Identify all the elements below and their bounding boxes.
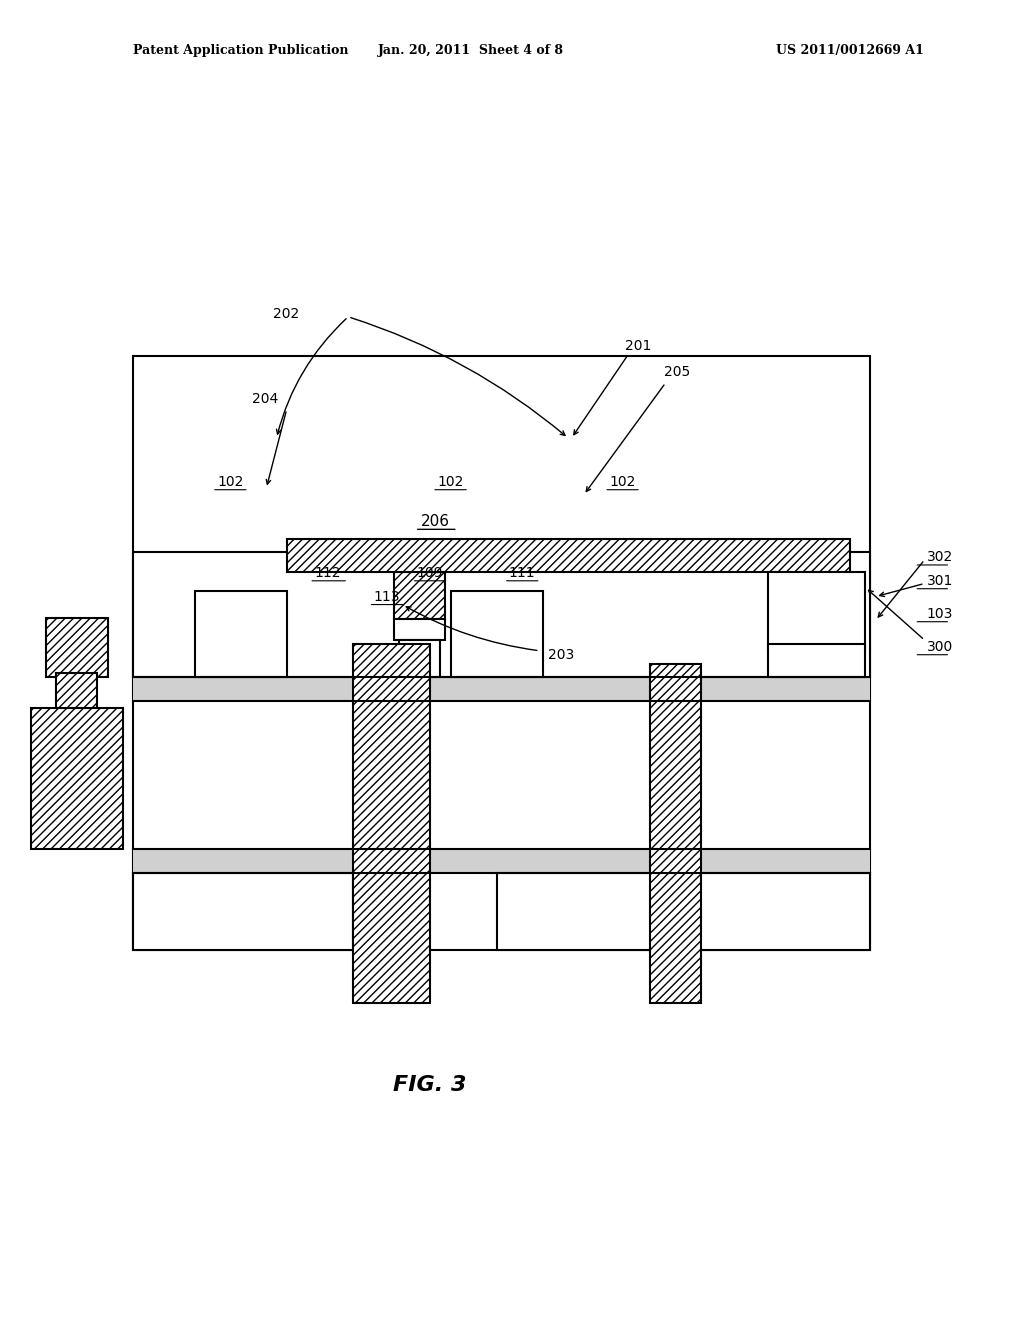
Text: 204: 204 (252, 392, 279, 405)
Bar (46, 618, 108, 677)
Bar (353, 644, 430, 1003)
Text: 112: 112 (314, 566, 341, 579)
Text: US 2011/0012669 A1: US 2011/0012669 A1 (776, 44, 924, 57)
Text: 202: 202 (272, 308, 299, 321)
Bar (497, 874, 655, 950)
Bar (399, 640, 440, 677)
Text: 301: 301 (927, 574, 953, 587)
Text: 113: 113 (374, 590, 400, 603)
Text: Jan. 20, 2011  Sheet 4 of 8: Jan. 20, 2011 Sheet 4 of 8 (378, 44, 564, 57)
Text: 205: 205 (664, 366, 690, 379)
Bar (768, 572, 865, 651)
Text: Patent Application Publication: Patent Application Publication (133, 44, 348, 57)
Bar (133, 677, 870, 701)
Bar (56, 673, 97, 708)
Bar (31, 708, 123, 850)
Bar (195, 591, 287, 677)
Text: 302: 302 (927, 550, 953, 564)
Text: 206: 206 (421, 513, 450, 529)
Text: 103: 103 (927, 607, 953, 620)
Text: 111: 111 (509, 566, 536, 579)
Text: 102: 102 (437, 475, 464, 488)
Text: 102: 102 (217, 475, 244, 488)
Bar (650, 664, 701, 1003)
Text: FIG. 3: FIG. 3 (393, 1074, 467, 1096)
Bar (696, 874, 870, 950)
Text: 300: 300 (927, 640, 953, 653)
Bar (133, 850, 870, 874)
Bar (394, 619, 445, 640)
Bar (133, 552, 870, 677)
Bar (133, 874, 353, 950)
Bar (394, 572, 445, 619)
Text: 201: 201 (625, 339, 651, 352)
Bar (287, 539, 850, 572)
Text: 109: 109 (417, 566, 443, 579)
Bar (451, 591, 543, 677)
Text: 102: 102 (609, 475, 636, 488)
Text: 203: 203 (548, 648, 574, 661)
Bar (133, 356, 870, 950)
Bar (768, 644, 865, 677)
